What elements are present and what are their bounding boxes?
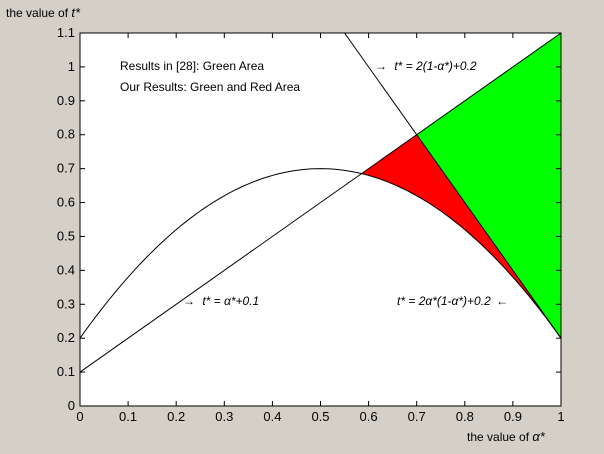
y-tick-label: 0.5 [57, 228, 75, 243]
annotation-line2: → t* = 2(1-α*)+0.2 [375, 59, 477, 73]
series-line-alpha-plus-0.1 [79, 32, 562, 373]
curves-layer [79, 32, 562, 373]
y-axis-label: the value of t* [6, 5, 81, 20]
y-tick-label: 0.3 [57, 296, 75, 311]
y-tick-label: 0.9 [57, 93, 75, 108]
arrow-right: → [183, 294, 195, 308]
x-tick-label: 0.1 [119, 409, 137, 424]
y-tick-label: 0 [68, 398, 75, 413]
annotation-parabola: t* = 2α*(1-α*)+0.2 ← [397, 294, 508, 308]
annotation-line1: → t* = α*+0.1 [183, 294, 259, 308]
y-tick-label: 0.4 [57, 262, 75, 277]
y-tick-label: 1 [68, 59, 75, 74]
arrow-right: → [375, 59, 387, 73]
ticks-layer: 0 0.1 0.2 0.3 0.4 0.5 0.6 0.7 0.8 0.9 1 0 0.1 0.2 0.3 0… [57, 25, 565, 424]
note-green-area: Results in [28]: Green Area [120, 59, 264, 73]
x-tick-label: 0.6 [360, 409, 378, 424]
series-line-2-one-minus-alpha [344, 32, 562, 339]
series-parabola [79, 168, 562, 339]
x-tick-label: 0.8 [456, 409, 474, 424]
x-tick-label: 0.5 [311, 409, 329, 424]
arrow-left: ← [496, 294, 508, 308]
y-tick-label: 0.2 [57, 330, 75, 345]
note-green-red-area: Our Results: Green and Red Area [120, 80, 300, 94]
red-region [362, 134, 561, 339]
y-tick-label: 1.1 [57, 25, 75, 40]
x-tick-label: 0.2 [167, 409, 185, 424]
x-tick-label: 0 [76, 409, 83, 424]
y-tick-label: 0.6 [57, 195, 75, 210]
y-tick-label: 0.7 [57, 161, 75, 176]
x-tick-label: 0.3 [215, 409, 233, 424]
x-tick-label: 0.4 [263, 409, 281, 424]
x-tick-label: 1 [557, 409, 564, 424]
x-tick-label: 0.7 [408, 409, 426, 424]
y-tick-label: 0.1 [57, 364, 75, 379]
x-axis-label: the value of α* [467, 429, 546, 444]
y-tick-label: 0.8 [57, 127, 75, 142]
x-tick-label: 0.9 [504, 409, 522, 424]
